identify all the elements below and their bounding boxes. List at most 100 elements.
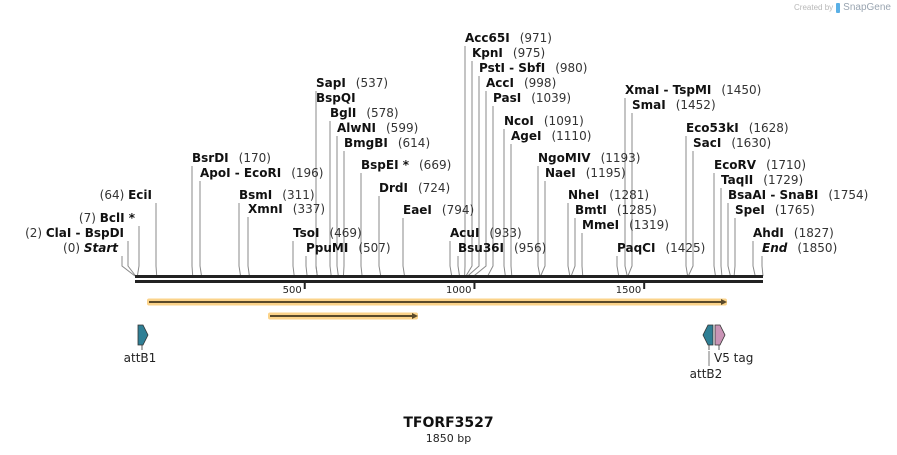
site-name: EciI (128, 188, 152, 202)
restriction-site-label[interactable]: TaqII (1729) (721, 173, 803, 187)
restriction-site-label[interactable]: BsrDI (170) (192, 151, 271, 165)
restriction-site-label[interactable]: KpnI (975) (472, 46, 545, 60)
feature-attb2[interactable]: attB2 (690, 324, 723, 381)
feature-annotations: attB1 attB2 V5 tag (124, 324, 753, 381)
site-position: (933) (489, 226, 521, 240)
restriction-site-label[interactable]: DrdI (724) (379, 181, 450, 195)
restriction-site-label[interactable]: BglI (578) (330, 106, 399, 120)
restriction-site-label[interactable]: End (1850) (762, 241, 837, 255)
restriction-site-label[interactable]: Bsu36I (956) (458, 241, 546, 255)
restriction-site-label[interactable]: AgeI (1110) (511, 129, 591, 143)
restriction-site-label[interactable]: EaeI (794) (403, 203, 474, 217)
feature-attb1[interactable]: attB1 (124, 324, 157, 365)
restriction-site-label[interactable]: AccI (998) (486, 76, 556, 90)
site-connector (540, 181, 546, 277)
orf-arrow[interactable] (147, 298, 727, 306)
svg-text:TaqII(1729): TaqII (1729) (721, 173, 803, 187)
site-name: BsrDI (192, 151, 229, 165)
svg-text:BglI(578): BglI (578) (330, 106, 399, 120)
restriction-site-label[interactable]: AlwNI (599) (337, 121, 418, 135)
site-position: (170) (239, 151, 271, 165)
restriction-site-label[interactable]: PstI - SbfI (980) (479, 61, 587, 75)
site-connector (121, 256, 136, 277)
svg-text:NaeI(1195): NaeI (1195) (545, 166, 626, 180)
restriction-site-label[interactable]: NaeI (1195) (545, 166, 626, 180)
site-labels: (0) Start(2) ClaI - BspDI(7) BclI * (64) … (25, 31, 868, 255)
site-position: (724) (418, 181, 450, 195)
site-name: TsoI (293, 226, 319, 240)
svg-text:NgoMIV(1193): NgoMIV (1193) (538, 151, 640, 165)
bottom-strand (135, 280, 763, 283)
feature-label: attB2 (690, 367, 723, 381)
site-connector (449, 241, 453, 277)
site-connector (537, 166, 541, 277)
svg-text:PstI - SbfI(980): PstI - SbfI (980) (479, 61, 587, 75)
restriction-site-label[interactable]: (64) EciI (100, 188, 152, 202)
restriction-site-label[interactable]: SapI (537) (316, 76, 388, 90)
site-connector (191, 166, 194, 277)
site-connector (378, 196, 382, 277)
svg-text:SapI(537): SapI (537) (316, 76, 388, 90)
svg-text:AlwNI(599): AlwNI (599) (337, 121, 418, 135)
restriction-site-label[interactable]: BspQI (316, 91, 356, 105)
credit-prefix: Created by (794, 3, 834, 12)
restriction-site-label[interactable]: NcoI (1091) (504, 114, 584, 128)
svg-text:NheI(1281): NheI (1281) (568, 188, 649, 202)
site-position: (1039) (531, 91, 571, 105)
restriction-site-label[interactable]: PaqCI (1425) (617, 241, 705, 255)
restriction-site-label[interactable]: SpeI (1765) (735, 203, 815, 217)
restriction-site-label[interactable]: AhdI (1827) (753, 226, 834, 240)
site-position: (2) (25, 226, 46, 240)
restriction-site-label[interactable]: ApoI - EcoRI (196) (200, 166, 323, 180)
svg-text:(64) EciI: (64) EciI (100, 188, 152, 202)
svg-text:BmgBI(614): BmgBI (614) (344, 136, 430, 150)
svg-text:PasI(1039): PasI (1039) (493, 91, 571, 105)
credit-brand: SnapGene (843, 2, 891, 13)
restriction-site-label[interactable]: (0) Start (63, 241, 119, 255)
restriction-site-label[interactable]: MmeI (1319) (582, 218, 669, 232)
site-connector (510, 144, 513, 277)
restriction-site-label[interactable]: BmtI (1285) (575, 203, 657, 217)
restriction-site-label[interactable]: AcuI (933) (450, 226, 522, 240)
restriction-site-label[interactable]: BsaAI - SnaBI (1754) (728, 188, 868, 202)
site-name: PaqCI (617, 241, 655, 255)
feature-label: attB1 (124, 351, 157, 365)
restriction-site-label[interactable]: PpuMI (507) (306, 241, 391, 255)
ruler-tick-label: 1500 (616, 285, 641, 296)
site-name: XmaI - TspMI (625, 83, 711, 97)
restriction-site-label[interactable]: NgoMIV (1193) (538, 151, 640, 165)
site-name: AgeI (511, 129, 541, 143)
restriction-site-label[interactable]: XmaI - TspMI (1450) (625, 83, 761, 97)
restriction-site-label[interactable]: BspEI * (669) (361, 158, 451, 172)
restriction-site-label[interactable]: TsoI (469) (293, 226, 362, 240)
restriction-site-label[interactable]: BmgBI (614) (344, 136, 430, 150)
restriction-site-label[interactable]: Eco53kI (1628) (686, 121, 789, 135)
site-name: BglI (330, 106, 356, 120)
site-connector (199, 181, 203, 277)
svg-text:AcuI(933): AcuI (933) (450, 226, 522, 240)
site-position: (507) (358, 241, 390, 255)
restriction-site-label[interactable]: BsmI (311) (239, 188, 315, 202)
site-position: (1765) (775, 203, 815, 217)
site-name: EaeI (403, 203, 432, 217)
restriction-site-label[interactable]: SacI (1630) (693, 136, 771, 150)
site-name: AccI (486, 76, 514, 90)
svg-text:EcoRV(1710): EcoRV (1710) (714, 158, 806, 172)
restriction-site-label[interactable]: XmnI (337) (248, 202, 325, 216)
restriction-site-label[interactable]: SmaI (1452) (632, 98, 716, 112)
restriction-site-label[interactable]: (2) ClaI - BspDI (25, 226, 124, 240)
site-position: (1091) (544, 114, 584, 128)
restriction-site-label[interactable]: NheI (1281) (568, 188, 649, 202)
feature-v5-tag[interactable]: V5 tag (714, 324, 753, 365)
site-name: KpnI (472, 46, 503, 60)
site-name: AlwNI (337, 121, 376, 135)
restriction-site-label[interactable]: Acc65I (971) (465, 31, 552, 45)
site-position: (1630) (731, 136, 771, 150)
restriction-site-label[interactable]: PasI (1039) (493, 91, 571, 105)
orf-arrow[interactable] (268, 312, 418, 320)
svg-text:Acc65I(971): Acc65I (971) (465, 31, 552, 45)
site-position: (1628) (749, 121, 789, 135)
ruler-tick-label: 500 (283, 285, 302, 296)
restriction-site-label[interactable]: EcoRV (1710) (714, 158, 806, 172)
restriction-site-label[interactable]: (7) BclI * (79, 211, 136, 225)
